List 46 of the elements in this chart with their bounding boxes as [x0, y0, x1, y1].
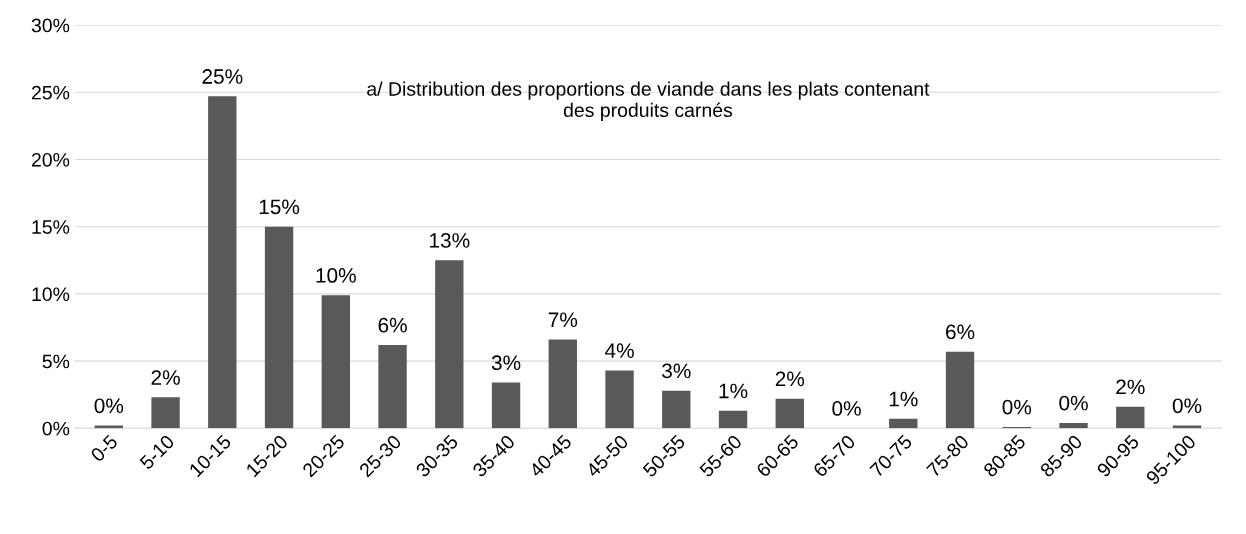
text: a/ Distribution des proportions de viande dans les plats contenant des produits carnés	[367, 81, 930, 121]
bar	[718, 410, 748, 429]
y-tick-label: 15%	[32, 220, 70, 234]
data-label: 2%	[1116, 379, 1145, 395]
data-label: 0%	[1059, 395, 1088, 411]
bar	[1116, 406, 1145, 429]
data-label: 2%	[775, 371, 805, 387]
bar	[321, 295, 350, 429]
bar	[435, 260, 464, 429]
bar	[378, 344, 407, 429]
data-label: 0%	[94, 398, 124, 414]
y-tick-label: 20%	[31, 152, 70, 167]
data-label: 1%	[889, 391, 918, 407]
data-label: 25%	[202, 69, 243, 84]
bar	[548, 339, 577, 429]
bar	[151, 397, 180, 429]
bar	[491, 382, 521, 429]
data-label: 0%	[832, 401, 861, 416]
y-tick-label: 0%	[42, 421, 70, 436]
y-tick-label: 5%	[42, 354, 70, 369]
data-label: 0%	[1002, 399, 1032, 415]
bar	[775, 398, 804, 429]
data-label: 13%	[430, 233, 470, 248]
data-label: 6%	[378, 317, 407, 333]
data-label: 1%	[719, 383, 748, 399]
bar	[889, 418, 918, 429]
data-label: 6%	[946, 324, 975, 340]
bar	[208, 96, 237, 429]
bar	[662, 390, 691, 429]
data-label: 10%	[316, 268, 356, 283]
data-label: 3%	[491, 355, 521, 371]
data-label: 7%	[548, 312, 578, 328]
bar	[1059, 422, 1088, 429]
data-label: 15%	[259, 199, 300, 215]
bar	[945, 351, 975, 429]
data-label: 0%	[1172, 398, 1202, 414]
data-label: 2%	[151, 370, 180, 385]
bar	[264, 226, 294, 429]
data-label: 4%	[604, 343, 634, 358]
y-tick-label: 30%	[31, 18, 70, 33]
x-tick-label: 0-5	[89, 434, 119, 463]
x-tick-label: 5-10	[138, 434, 176, 471]
y-tick-label: 25%	[31, 85, 70, 100]
bar	[605, 370, 634, 429]
data-label: 3%	[662, 363, 691, 379]
y-tick-label: 10%	[32, 287, 70, 302]
